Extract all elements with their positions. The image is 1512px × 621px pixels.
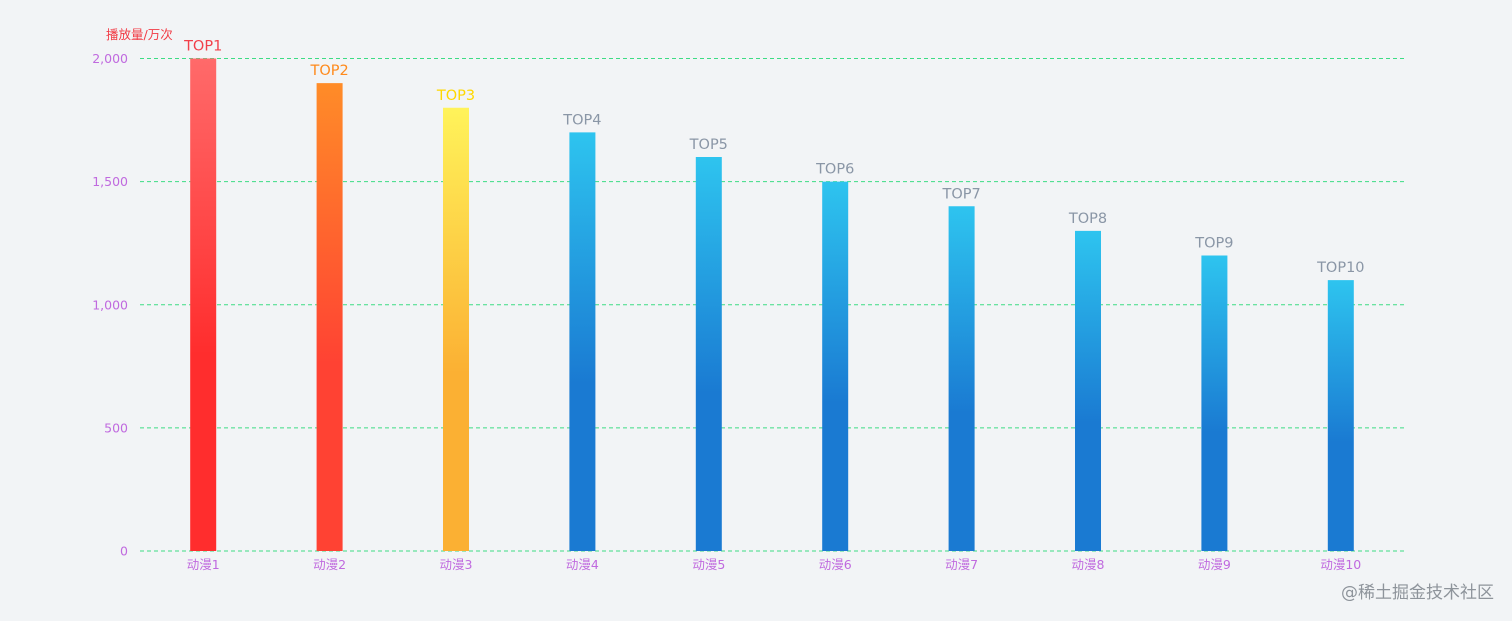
- bar: [822, 181, 849, 551]
- x-tick-label: 动漫1: [187, 557, 220, 572]
- bar-label: TOP4: [562, 112, 601, 128]
- bar-label: TOP5: [689, 137, 728, 153]
- bar: [569, 132, 596, 551]
- bar: [190, 58, 217, 551]
- y-tick-label: 0: [120, 544, 128, 559]
- x-tick-label: 动漫4: [566, 557, 599, 572]
- bar-label: TOP10: [1316, 260, 1364, 276]
- grid-lines: [140, 58, 1404, 552]
- x-tick-label: 动漫3: [440, 557, 473, 572]
- x-tick-label: 动漫6: [819, 557, 852, 572]
- bar: [695, 157, 722, 551]
- y-tick-label: 500: [104, 420, 128, 435]
- x-tick-label: 动漫7: [945, 557, 978, 572]
- x-tick-label: 动漫5: [692, 557, 725, 572]
- bar: [1327, 280, 1354, 551]
- x-tick-label: 动漫2: [313, 557, 346, 572]
- x-tick-label: 动漫8: [1072, 557, 1105, 572]
- bar: [1201, 255, 1228, 551]
- bar-label: TOP7: [941, 186, 980, 202]
- bar: [316, 83, 343, 551]
- bar: [1075, 230, 1101, 551]
- y-tick-label: 2,000: [92, 51, 128, 66]
- bar-label: TOP8: [1068, 211, 1107, 227]
- x-tick-label: 动漫10: [1320, 557, 1361, 572]
- x-tick-label: 动漫9: [1198, 557, 1231, 572]
- watermark: @稀土掘金技术社区: [1341, 583, 1494, 603]
- bar-label: TOP2: [309, 63, 348, 79]
- bar-label: TOP3: [436, 88, 475, 104]
- y-axis-label: 播放量/万次: [106, 27, 173, 42]
- y-tick-label: 1,000: [92, 297, 128, 312]
- y-tick-label: 1,500: [92, 174, 128, 189]
- x-axis-ticks: 动漫1 动漫2 动漫3 动漫4 动漫5 动漫6 动漫7 动漫8 动漫9 动漫10: [187, 557, 1362, 572]
- bar: [948, 206, 975, 551]
- y-axis-ticks: 0 500 1,000 1,500 2,000: [92, 51, 128, 559]
- bar-label: TOP1: [183, 39, 222, 55]
- bar-label: TOP9: [1194, 236, 1233, 252]
- bars: TOP1 TOP2 TOP3 TOP4 TOP5 TOP6 TOP7 TOP8 TOP9 TOP1…: [183, 39, 1365, 551]
- bar: [443, 107, 469, 551]
- bar-label: TOP6: [815, 162, 854, 178]
